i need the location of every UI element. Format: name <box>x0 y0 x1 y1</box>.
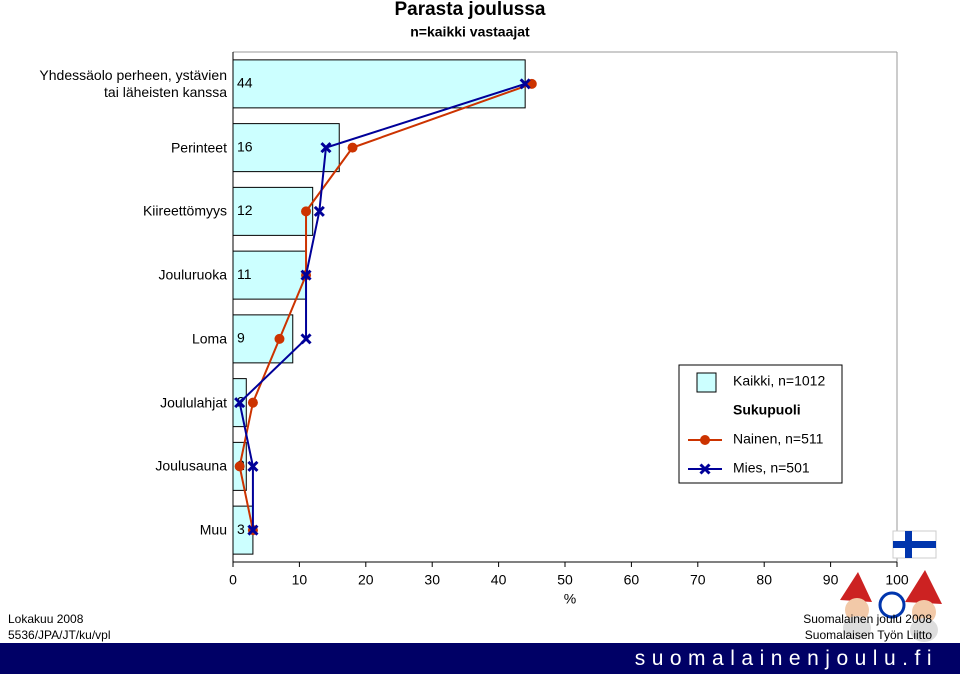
bar <box>232 186 314 236</box>
y-tick-label: Perinteet <box>170 139 227 156</box>
marker <box>320 142 332 154</box>
y-tick-label: Yhdessäolo perheen, ystävien tai läheist… <box>39 66 227 100</box>
x-tick-label: 10 <box>292 572 308 588</box>
legend-label: Kaikki, n=1012 <box>733 373 825 389</box>
value-label: 11 <box>237 266 252 282</box>
legend-label: Mies, n=501 <box>733 460 810 476</box>
legend-marker <box>699 463 711 475</box>
value-label: 3 <box>237 521 245 537</box>
y-tick-label: Loma <box>191 330 227 347</box>
x-axis-label: % <box>564 591 576 607</box>
y-tick-label: Muu <box>199 521 227 538</box>
x-tick-label: 80 <box>756 572 772 588</box>
line <box>238 82 526 531</box>
legend-marker <box>700 435 710 445</box>
bar <box>232 59 526 109</box>
marker <box>519 78 531 90</box>
banner-text: suomalainenjoulu.fi <box>634 647 938 670</box>
value-label: 12 <box>237 202 253 218</box>
line <box>238 82 533 531</box>
marker <box>234 461 245 472</box>
marker <box>234 397 246 409</box>
footer-text: Suomalaisen Työn Liitto <box>804 628 932 642</box>
marker <box>247 397 258 408</box>
footer-text: Lokakuu 2008 <box>8 612 84 626</box>
marker <box>274 333 285 344</box>
x-tick-label: 0 <box>229 572 237 588</box>
legend-label: Nainen, n=511 <box>733 431 824 447</box>
y-tick-label: Joulusauna <box>155 457 227 474</box>
value-label: 9 <box>237 330 245 346</box>
x-tick-label: 70 <box>690 572 706 588</box>
marker <box>301 206 312 217</box>
y-tick-label: Kiireettömyys <box>142 202 227 219</box>
x-tick-label: 100 <box>885 572 909 588</box>
banner: suomalainenjoulu.fi <box>0 643 960 674</box>
legend-group-title: Sukupuoli <box>733 402 801 418</box>
bar <box>232 123 340 173</box>
flag <box>892 530 937 559</box>
marker <box>347 142 358 153</box>
x-tick-label: 30 <box>424 572 440 588</box>
legend-swatch <box>696 372 717 393</box>
value-label: 44 <box>237 75 253 91</box>
y-tick-label: Joululahjat <box>160 394 227 411</box>
marker <box>247 524 259 536</box>
chart-subtitle: n=kaikki vastaajat <box>410 24 530 40</box>
bar <box>232 250 307 300</box>
marker <box>300 269 312 281</box>
footer-text: Suomalainen joulu 2008 <box>803 612 932 626</box>
x-tick-label: 60 <box>624 572 640 588</box>
elves <box>840 570 942 642</box>
footer-text: 5536/JPA/JT/ku/vpl <box>8 628 111 642</box>
value-label: 16 <box>237 138 253 154</box>
x-tick-label: 40 <box>491 572 507 588</box>
marker <box>313 205 325 217</box>
chart-title: Parasta joulussa <box>394 0 545 20</box>
x-tick-label: 20 <box>358 572 374 588</box>
x-tick-label: 90 <box>823 572 839 588</box>
marker <box>247 460 259 472</box>
y-tick-label: Jouluruoka <box>158 266 228 283</box>
marker <box>300 333 312 345</box>
x-tick-label: 50 <box>557 572 573 588</box>
